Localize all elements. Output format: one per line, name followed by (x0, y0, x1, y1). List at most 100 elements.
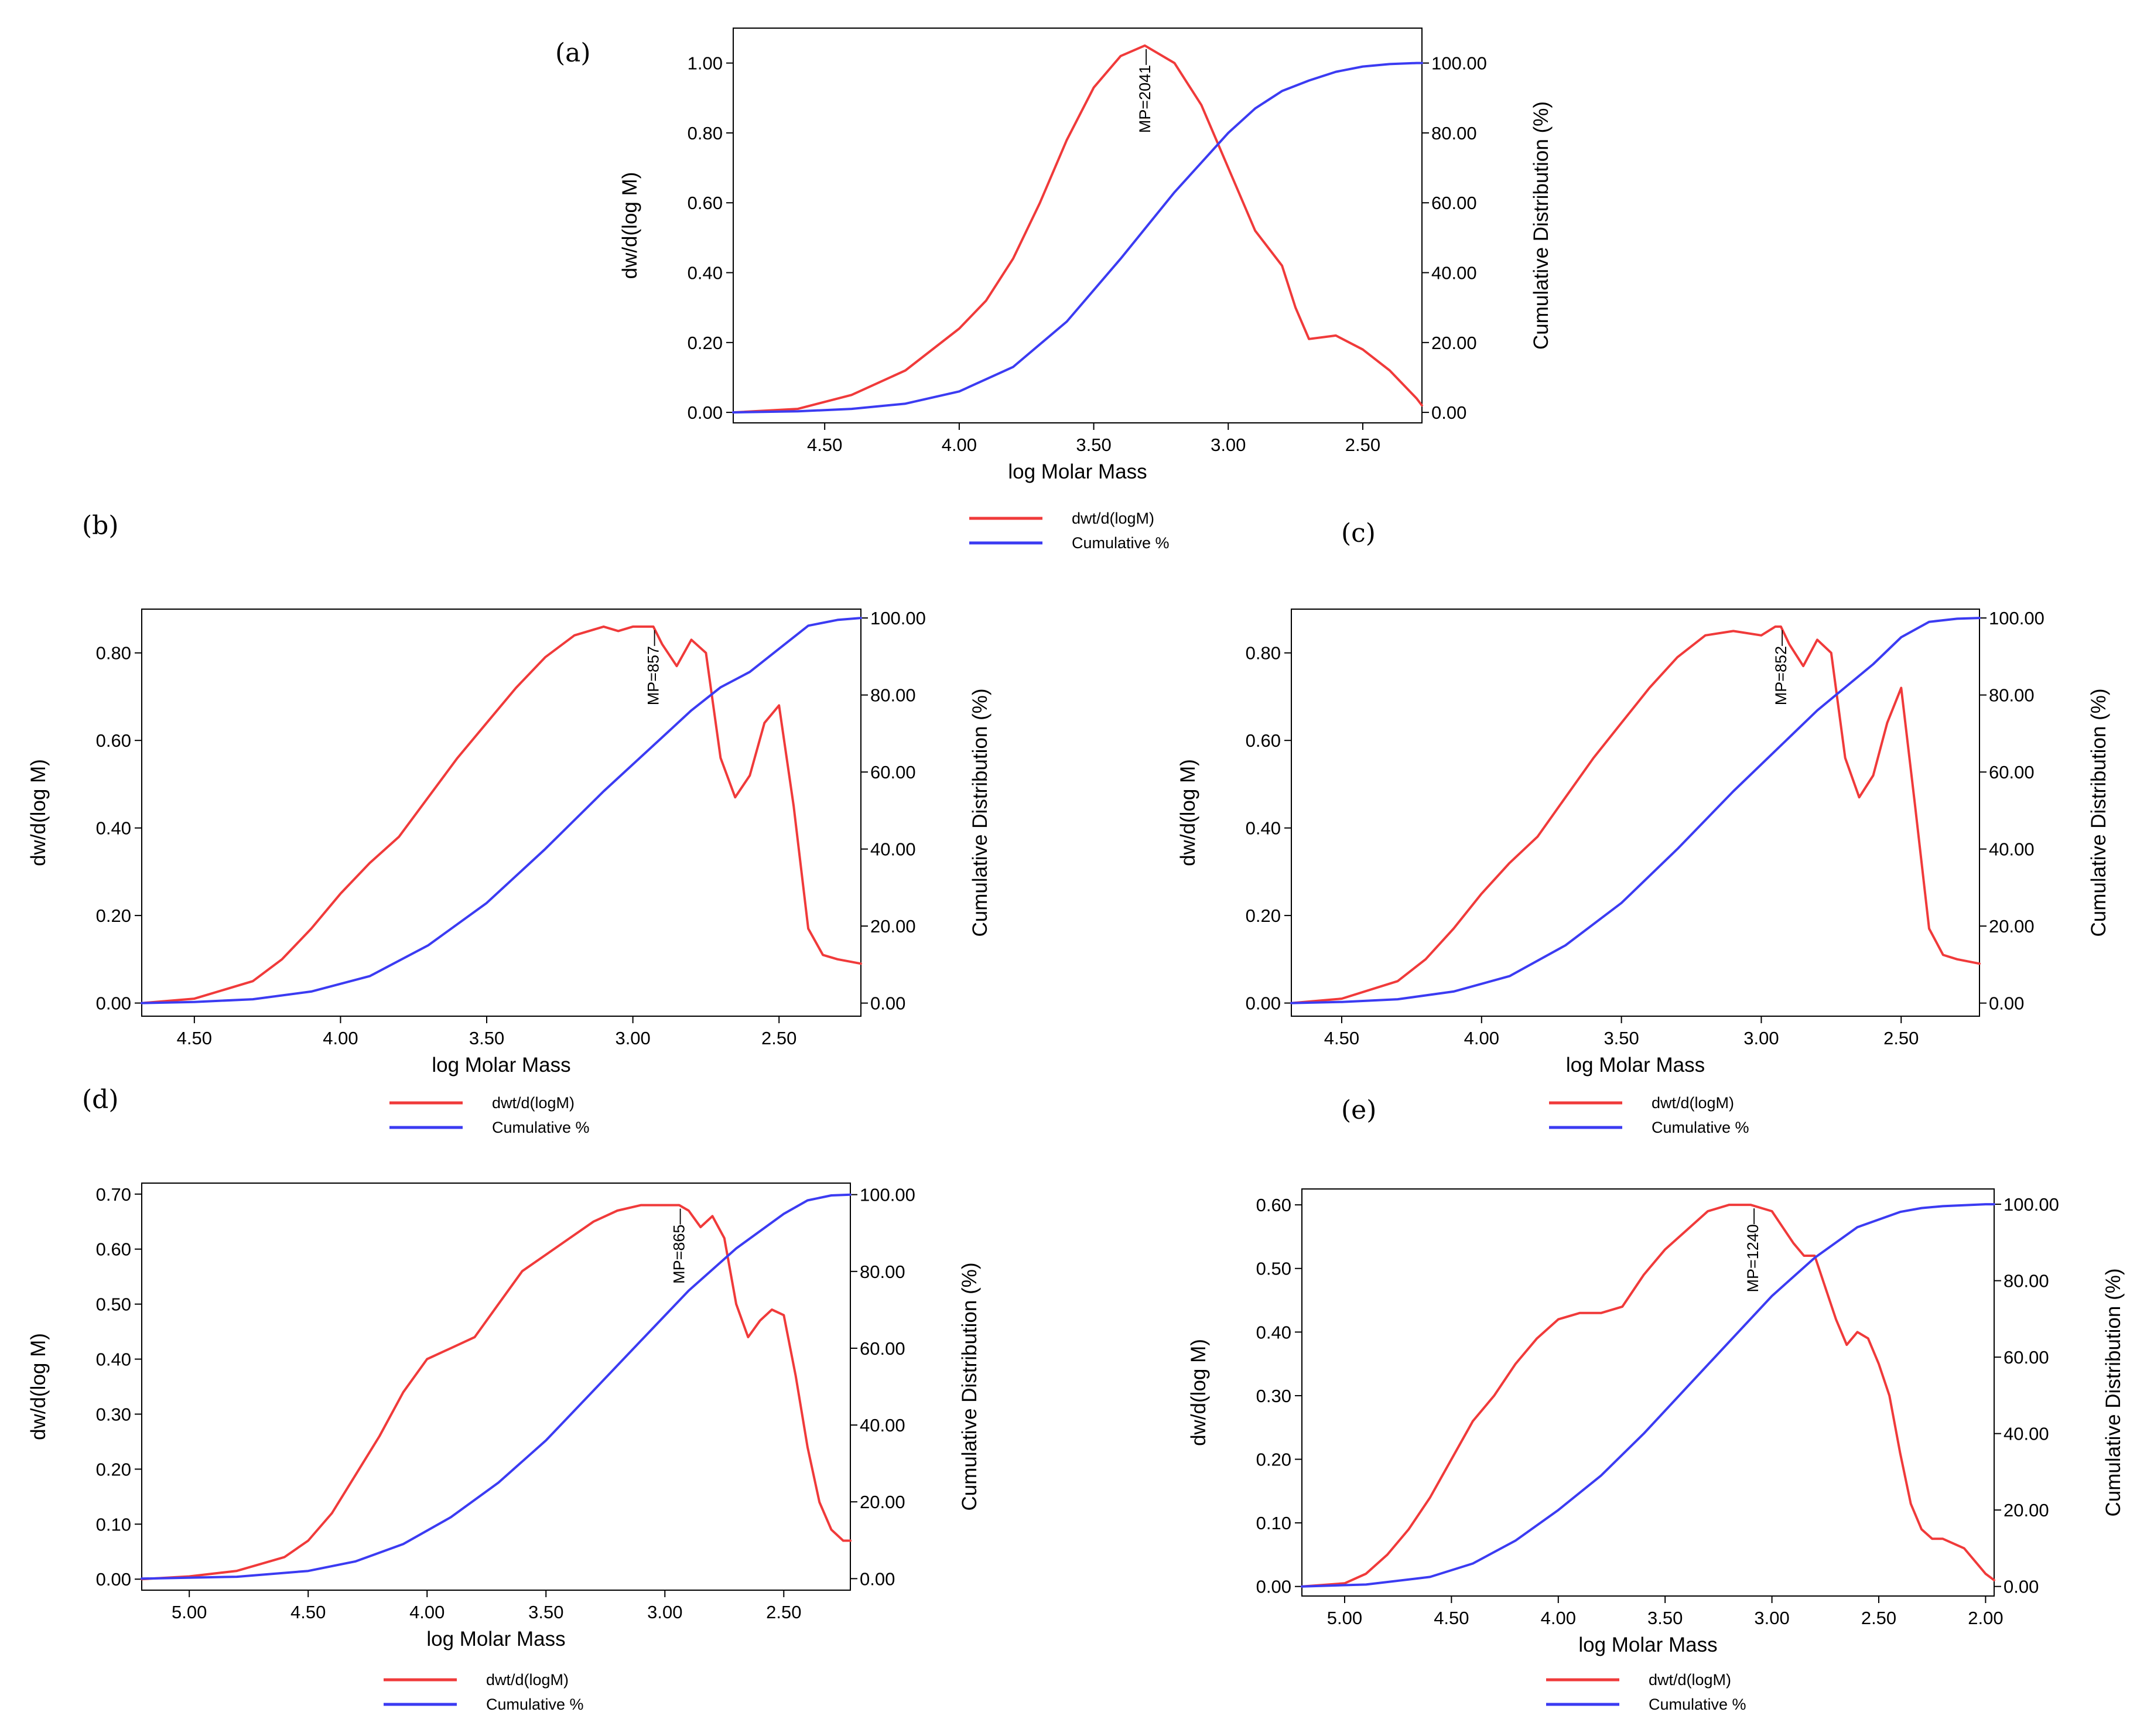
y-tick-label: 0.30 (96, 1404, 131, 1424)
y2-tick-label: 20.00 (870, 916, 916, 937)
legend-label-red: dwt/d(logM) (486, 1671, 569, 1689)
y2-tick-label: 0.00 (2004, 1577, 2039, 1597)
x-tick-label: 3.00 (615, 1028, 650, 1048)
x-tick-label: 2.50 (1861, 1608, 1896, 1628)
x-axis-title: log Molar Mass (1578, 1634, 1717, 1656)
legend-label-red: dwt/d(logM) (1649, 1671, 1731, 1689)
y-tick-label: 0.50 (96, 1294, 131, 1315)
plot-frame (1291, 609, 1980, 1017)
cumulative-line (141, 617, 862, 1004)
y-tick-label: 0.10 (96, 1514, 131, 1535)
y-tick-label: 0.20 (96, 1459, 131, 1479)
y2-tick-label: 0.00 (860, 1568, 895, 1589)
cumulative-line (1301, 1203, 1995, 1588)
y2-tick-label: 100.00 (2004, 1194, 2059, 1215)
y2-tick-label: 60.00 (1431, 193, 1477, 213)
y-tick-label: 0.20 (1256, 1450, 1291, 1470)
x-tick-label: 2.50 (1883, 1028, 1919, 1048)
y-tick-label: 0.60 (688, 193, 723, 213)
x-tick-label: 4.50 (177, 1028, 212, 1048)
x-tick-label: 2.00 (1968, 1608, 2003, 1628)
x-tick-label: 2.50 (761, 1028, 796, 1048)
y-tick-label: 0.20 (96, 905, 131, 926)
y2-tick-label: 40.00 (870, 839, 916, 860)
chart-panel-e: 5.00 4.50 4.00 3.50 3.00 2.50 2.000.000.100.20… (1187, 1188, 2125, 1713)
chart-panel-b: 4.50 4.00 3.50 3.00 2.50 0.00 0.20 0.40 0.60 0.80… (27, 608, 992, 1136)
x-tick-label: 3.50 (469, 1028, 504, 1048)
chart-panel-a: 4.50 4.00 3.50 3.00 2.50 0.00 0.20 0.40 0.60 0.80… (618, 28, 1553, 552)
y2-tick-label: 80.00 (870, 685, 916, 706)
panel-label-b: (b) (82, 511, 119, 541)
mp-label: MP=852— (1772, 630, 1790, 705)
mp-label: MP=2041— (1136, 49, 1154, 133)
y2-tick-label: 100.00 (870, 608, 926, 628)
x-tick-label: 3.00 (1211, 435, 1246, 455)
y2-tick-label: 0.00 (1431, 402, 1466, 423)
y-tick-label: 1.00 (688, 53, 723, 74)
y2-tick-label: 40.00 (1989, 839, 2035, 860)
legend-label-red: dwt/d(logM) (492, 1094, 575, 1112)
y2-tick-label: 80.00 (1431, 123, 1477, 143)
y2-axis-title: Cumulative Distribution (%) (2102, 1268, 2125, 1516)
y2-tick-label: 80.00 (2004, 1271, 2049, 1291)
plot-frame (141, 1183, 851, 1591)
y-tick-label: 0.80 (688, 123, 723, 143)
y-tick-label: 0.60 (96, 730, 131, 751)
x-tick-label: 3.50 (1076, 435, 1111, 455)
y2-tick-label: 100.00 (860, 1185, 915, 1205)
x-axis-title: log Molar Mass (432, 1054, 570, 1077)
y-tick-label: 0.00 (96, 1569, 131, 1590)
legend-label-red: dwt/d(logM) (1072, 510, 1154, 527)
y-tick-label: 0.40 (96, 1349, 131, 1370)
y-axis-title: dw/d(log M) (618, 172, 641, 279)
mp-label: MP=857— (645, 630, 662, 705)
distribution-line (141, 1204, 852, 1581)
y2-tick-label: 80.00 (860, 1262, 905, 1282)
y2-tick-label: 40.00 (1431, 263, 1477, 283)
panel-label-d: (d) (82, 1085, 119, 1115)
y-axis-title: dw/d(log M) (1187, 1339, 1210, 1446)
y-tick-label: 0.00 (96, 993, 131, 1014)
y-tick-label: 0.20 (688, 333, 723, 353)
mp-label: MP=865— (671, 1209, 688, 1284)
y2-tick-label: 20.00 (2004, 1500, 2049, 1520)
panel-label-e: (e) (1341, 1095, 1376, 1125)
y-tick-label: 0.80 (1246, 643, 1281, 664)
y-tick-label: 0.00 (688, 402, 723, 423)
y2-tick-label: 20.00 (1989, 916, 2035, 937)
y-tick-label: 0.00 (1246, 993, 1281, 1014)
distribution-line (141, 625, 862, 1004)
distribution-line (1301, 1204, 1995, 1588)
x-tick-label: 3.50 (1647, 1608, 1683, 1628)
y2-tick-label: 60.00 (870, 762, 916, 782)
panel-label-c: (c) (1341, 518, 1376, 548)
y-tick-label: 0.10 (1256, 1513, 1291, 1533)
y-tick-label: 0.60 (96, 1239, 131, 1260)
x-tick-label: 4.00 (942, 435, 977, 455)
y2-tick-label: 20.00 (860, 1492, 905, 1512)
y-tick-label: 0.60 (1246, 730, 1281, 751)
y2-tick-label: 0.00 (1989, 993, 2024, 1014)
y-axis-title: dw/d(log M) (27, 1333, 50, 1440)
y-tick-label: 0.80 (96, 643, 131, 664)
x-tick-label: 4.00 (1541, 1608, 1576, 1628)
legend-label-blue: Cumulative % (1072, 534, 1170, 552)
y-tick-label: 0.40 (1246, 818, 1281, 839)
y2-tick-label: 60.00 (860, 1338, 905, 1359)
x-axis-title: log Molar Mass (1566, 1054, 1705, 1077)
x-tick-label: 4.00 (323, 1028, 358, 1048)
legend-label-blue: Cumulative % (492, 1119, 590, 1136)
y-tick-label: 0.60 (1256, 1195, 1291, 1215)
y2-tick-label: 100.00 (1989, 608, 2044, 628)
distribution-line (732, 44, 1423, 414)
panel-label-a: (a) (555, 38, 591, 68)
y-tick-label: 0.40 (1256, 1322, 1291, 1342)
y2-tick-label: 0.00 (870, 993, 905, 1014)
legend-label-blue: Cumulative % (1649, 1696, 1746, 1713)
y2-axis-title: Cumulative Distribution (%) (969, 688, 992, 937)
distribution-line (1290, 625, 1981, 1004)
x-tick-label: 4.50 (1324, 1028, 1359, 1048)
x-tick-label: 3.50 (528, 1602, 563, 1622)
y-axis-title: dw/d(log M) (1177, 759, 1199, 866)
